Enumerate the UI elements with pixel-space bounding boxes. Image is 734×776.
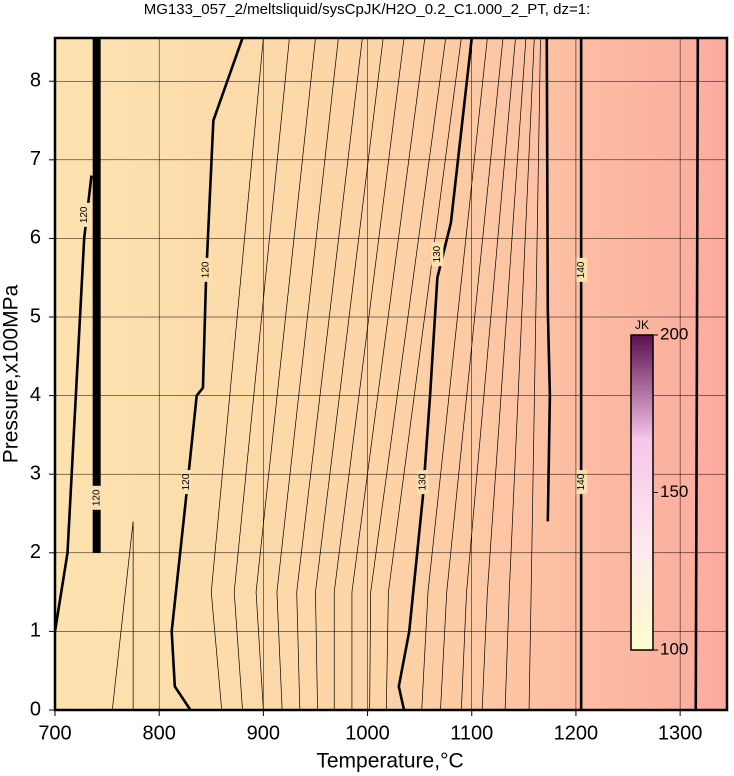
contour-line: [276, 38, 339, 710]
y-axis-label: Pressure,x100MPa: [0, 284, 23, 463]
plot-frame: [53, 36, 729, 712]
y-tick-label: 6: [30, 227, 41, 249]
contour-label-bg: [90, 485, 103, 510]
contour-label: 130: [417, 473, 428, 490]
contour-label-bg: [180, 470, 193, 495]
contour-line: [369, 38, 447, 710]
y-tick-label: 0: [30, 698, 41, 720]
x-tick-label: 1000: [345, 722, 390, 744]
contour-label-bg: [78, 202, 91, 227]
x-tick-label: 1200: [554, 722, 599, 744]
chart-title: MG133_057_2/meltsliquid/sysCpJK/H2O_0.2_…: [144, 1, 591, 18]
contour-label-bg: [431, 242, 444, 267]
contour-line: [545, 38, 552, 522]
contour-line: [255, 38, 316, 710]
contour-line: [504, 38, 535, 710]
contour-line: [421, 38, 488, 710]
y-tick-label: 3: [30, 462, 41, 484]
contour-line: [460, 38, 516, 710]
plot-background: [55, 38, 727, 710]
x-axis-label: Temperature,°C: [316, 750, 463, 773]
contour-label: 140: [576, 261, 587, 278]
contour-label-bg: [200, 257, 213, 282]
x-tick-label: 1100: [450, 722, 493, 744]
contour-label: 140: [576, 473, 587, 490]
x-tick-label: 800: [142, 722, 175, 744]
contour-label: 120: [91, 489, 102, 506]
contour-line: [210, 38, 264, 710]
colorbar-label: JK: [635, 318, 649, 332]
x-tick-label: 1300: [658, 722, 703, 744]
contour-line: [111, 521, 134, 710]
contour-label: 120: [79, 206, 90, 223]
contour-line: [385, 38, 462, 710]
contour-line: [397, 38, 474, 710]
colorbar-tick-label: 200: [660, 324, 688, 343]
y-tick-label: 2: [30, 541, 41, 563]
colorbar-tick-label: 100: [660, 639, 688, 658]
contour-label: 130: [432, 245, 443, 262]
colorbar-tick-label: 150: [660, 482, 688, 501]
y-tick-label: 1: [30, 620, 41, 642]
contour-line: [333, 38, 405, 710]
contour-label: 120: [181, 473, 192, 490]
contour-line: [296, 38, 363, 710]
contour-line: [351, 38, 426, 710]
y-tick-label: 8: [30, 70, 41, 92]
y-tick-label: 4: [30, 384, 41, 406]
contour-label-bg: [575, 257, 588, 282]
contour-line: [315, 38, 384, 710]
contour-label: 120: [201, 261, 212, 278]
x-tick-label: 900: [247, 722, 280, 744]
contour-line: [440, 38, 504, 710]
colorbar: [630, 334, 654, 651]
x-tick-label: 700: [38, 722, 71, 744]
contour-label-bg: [416, 470, 429, 495]
y-tick-label: 5: [30, 305, 41, 327]
y-tick-label: 7: [30, 148, 41, 170]
contour-line: [481, 38, 527, 710]
contour-line: [233, 38, 290, 710]
contour-line: [528, 38, 541, 710]
contour-label-bg: [575, 470, 588, 495]
